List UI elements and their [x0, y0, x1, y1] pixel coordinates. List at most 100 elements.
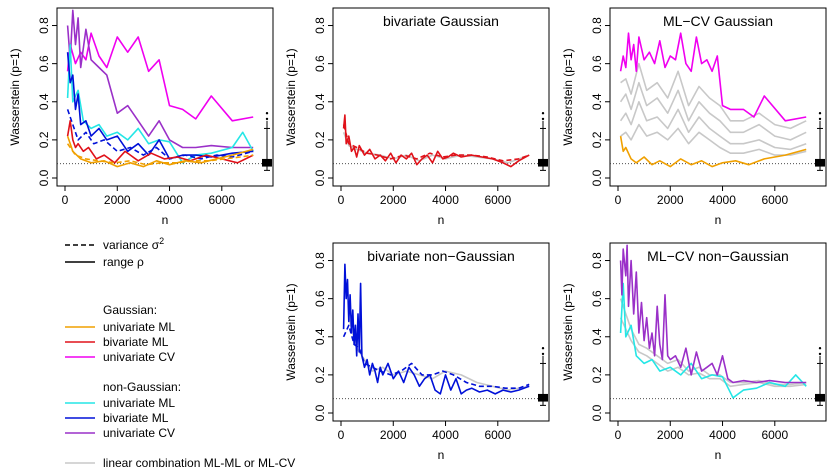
x-axis-label: n — [715, 213, 722, 227]
x-axis-label: n — [162, 213, 169, 227]
series-line-grey-solid — [619, 81, 807, 141]
x-tick-label: 0 — [62, 193, 69, 207]
x-tick-label: 6000 — [484, 428, 511, 442]
series-line-gauss_uni_cv-solid — [619, 32, 807, 122]
series-line-gauss_bi_ml-solid — [342, 114, 530, 168]
boxplot-box — [262, 158, 272, 167]
y-axis-label: Wasserstein (p=1) — [284, 283, 298, 380]
legend-ng-bi-ml-label: bivariate ML — [103, 411, 169, 425]
boxplot-box — [815, 393, 825, 402]
y-tick-label: 0.2 — [313, 366, 327, 383]
legend-nongaussian-header: non-Gaussian: — [103, 380, 181, 394]
series-line-ng_uni_cv-solid — [619, 244, 807, 384]
y-tick-label: 0.4 — [37, 93, 51, 110]
series-line-ng_uni_cv-solid — [66, 9, 254, 149]
panel-title: bivariate non−Gaussian — [367, 248, 515, 264]
x-tick-label: 6000 — [761, 428, 788, 442]
x-tick-label: 0 — [338, 428, 345, 442]
x-tick-label: 2000 — [657, 193, 684, 207]
y-tick-label: 0.6 — [590, 290, 604, 307]
y-tick-label: 0.6 — [37, 55, 51, 72]
series-line-ng_bi_ml-dashed — [342, 324, 530, 390]
boxplot-outlier — [818, 112, 822, 115]
series-line-gauss_bi_ml-solid — [66, 120, 254, 164]
y-tick-label: 0.0 — [313, 169, 327, 186]
series-line-gauss_uni_cv-solid — [66, 32, 254, 122]
y-tick-label: 0.8 — [590, 252, 604, 269]
x-tick-label: 2000 — [104, 193, 131, 207]
y-tick-label: 0.6 — [313, 290, 327, 307]
y-tick-label: 0.4 — [313, 328, 327, 345]
y-tick-label: 0.0 — [313, 404, 327, 421]
panel-title: ML−CV non−Gaussian — [647, 248, 789, 264]
legend-ng-uni-cv-label: univariate CV — [103, 426, 175, 440]
y-tick-label: 0.6 — [590, 55, 604, 72]
boxplot-outlier — [541, 117, 545, 121]
x-tick-label: 6000 — [761, 193, 788, 207]
x-tick-label: 0 — [615, 428, 622, 442]
series-line-ng_bi_ml-solid — [342, 263, 530, 395]
boxplot-outlier — [818, 347, 822, 350]
series-line-ng_bi_ml-dashed — [66, 109, 254, 160]
x-tick-label: 0 — [615, 193, 622, 207]
plot-frame — [332, 7, 550, 187]
series-line-gauss_uni_ml-solid — [66, 135, 254, 168]
series-line-grey-solid — [342, 132, 530, 164]
legend-gaussian-header: Gaussian: — [103, 303, 157, 317]
panel-title: bivariate Gaussian — [383, 13, 499, 29]
x-axis-label: n — [438, 448, 445, 462]
series-line-grey-solid — [348, 317, 530, 391]
y-tick-label: 0.4 — [590, 328, 604, 345]
boxplot-outlier — [818, 117, 822, 121]
y-tick-label: 0.8 — [590, 17, 604, 34]
boxplot-outlier — [265, 117, 269, 121]
legend-gauss-bi-ml-label: bivariate ML — [103, 335, 169, 349]
y-tick-label: 0.2 — [313, 131, 327, 148]
legend-gauss-uni-ml-label: univariate ML — [103, 320, 175, 334]
x-axis-label: n — [438, 213, 445, 227]
y-tick-label: 0.2 — [590, 131, 604, 148]
x-tick-label: 2000 — [380, 193, 407, 207]
series-line-ng_uni_ml-solid — [619, 282, 807, 399]
plot-frame — [56, 7, 274, 187]
x-tick-label: 2000 — [380, 428, 407, 442]
x-tick-label: 4000 — [432, 428, 459, 442]
panels: 0 2000 4000 6000 0.0 0.2 0.4 0.6 0.8 n Wasserstein… — [8, 7, 827, 462]
boxplot-box — [538, 393, 548, 402]
series-line-grey-solid — [619, 317, 807, 388]
series-line-grey-solid — [620, 62, 807, 130]
boxplot-outlier — [818, 352, 822, 356]
y-tick-label: 0.0 — [590, 404, 604, 421]
panel-bottom-middle: bivariate non−Gaussian 0 2000 4000 6000 0.0 0.… — [284, 242, 550, 462]
x-tick-label: 4000 — [709, 193, 736, 207]
panel-top-middle: bivariate Gaussian 0 2000 4000 6000 0.0 0.2 0.4… — [284, 7, 550, 227]
y-tick-label: 0.0 — [37, 169, 51, 186]
x-axis-label: n — [715, 448, 722, 462]
panel-top-left: 0 2000 4000 6000 0.0 0.2 0.4 0.6 0.8 n Wasserstein… — [8, 7, 274, 227]
boxplot-box — [815, 158, 825, 167]
plot-frame — [609, 242, 827, 422]
y-tick-label: 0.0 — [590, 169, 604, 186]
plot-frame — [609, 7, 827, 187]
series-line-grey-solid — [620, 123, 807, 156]
boxplot-box — [538, 158, 548, 167]
boxplot-outlier — [265, 112, 269, 115]
boxplot-outlier — [541, 352, 545, 356]
y-tick-label: 0.2 — [37, 131, 51, 148]
panel-title: ML−CV Gaussian — [663, 13, 773, 29]
y-axis-label: Wasserstein (p=1) — [561, 283, 575, 380]
series-line-grey-solid — [619, 101, 807, 151]
y-tick-label: 0.8 — [313, 17, 327, 34]
series-line-gauss_uni_ml-dashed — [66, 143, 254, 166]
plot-frame — [332, 242, 550, 422]
x-tick-label: 6000 — [484, 193, 511, 207]
legend-ng-uni-ml-label: univariate ML — [103, 396, 175, 410]
y-axis-label: Wasserstein (p=1) — [8, 48, 22, 145]
panel-bottom-right: ML−CV non−Gaussian 0 2000 4000 6000 0.0 0.2 0.4… — [561, 242, 827, 462]
series-line-ng_bi_ml-solid — [66, 52, 254, 160]
legend: variance σ2 range ρ Gaussian: univariate… — [65, 236, 295, 470]
legend-grey-label: linear combination ML-ML or ML-CV — [103, 456, 295, 470]
x-tick-label: 4000 — [432, 193, 459, 207]
x-tick-label: 4000 — [156, 193, 183, 207]
boxplot-outlier — [541, 112, 545, 115]
